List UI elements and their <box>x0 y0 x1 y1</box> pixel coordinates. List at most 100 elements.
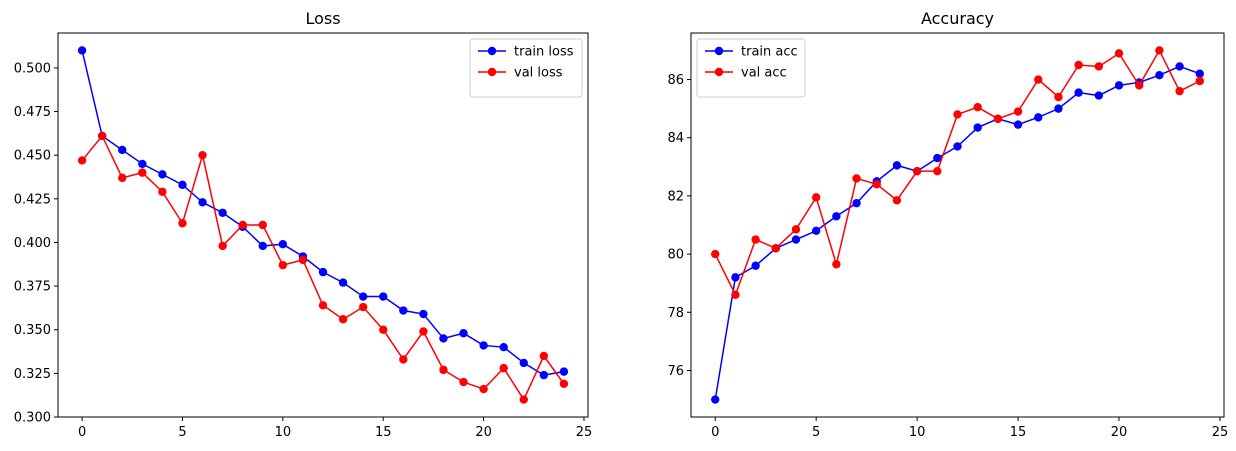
data-point <box>539 351 549 361</box>
data-point <box>519 358 528 368</box>
data-point <box>852 198 861 208</box>
x-tick-label: 0 <box>78 425 86 440</box>
y-tick-label: 0.375 <box>14 280 51 295</box>
data-point <box>731 273 740 282</box>
data-point <box>118 173 127 183</box>
data-point <box>479 384 488 394</box>
data-point <box>1013 107 1023 116</box>
data-point <box>298 255 308 265</box>
data-point <box>138 168 147 177</box>
data-point <box>973 102 982 112</box>
data-point <box>278 240 288 249</box>
data-point <box>1195 76 1204 86</box>
y-tick-label: 80 <box>667 248 684 263</box>
x-tick-label: 20 <box>475 425 492 440</box>
y-tick-label: 86 <box>667 73 684 88</box>
y-tick-label: 0.475 <box>14 105 51 120</box>
legend-swatch-marker <box>714 67 724 77</box>
data-point <box>178 180 187 190</box>
y-tick-label: 78 <box>667 306 684 321</box>
x-tick-label: 10 <box>909 425 926 440</box>
data-point <box>318 301 328 310</box>
data-point <box>459 329 468 338</box>
x-tick-label: 25 <box>1212 425 1229 440</box>
data-point <box>711 249 720 259</box>
data-point <box>1155 70 1164 80</box>
x-tick-label: 5 <box>812 425 820 440</box>
data-point <box>77 156 87 165</box>
data-point <box>338 315 348 324</box>
data-point <box>731 290 740 300</box>
data-point <box>539 370 549 380</box>
data-point <box>559 367 569 376</box>
data-point <box>439 365 448 375</box>
data-point <box>1114 81 1124 90</box>
data-point <box>338 278 348 287</box>
data-point <box>811 193 821 202</box>
data-point <box>711 395 720 404</box>
data-point <box>198 198 207 207</box>
legend: train loss val loss <box>469 38 583 98</box>
data-point <box>791 225 801 234</box>
data-point <box>832 212 841 221</box>
data-point <box>933 153 942 163</box>
x-tick-label: 20 <box>1111 425 1128 440</box>
data-point <box>258 241 267 251</box>
data-point <box>1074 88 1083 97</box>
data-point <box>832 260 841 269</box>
data-point <box>791 235 801 244</box>
data-point <box>97 131 107 141</box>
data-point <box>993 114 1003 124</box>
data-point <box>218 241 227 251</box>
data-point <box>198 150 207 160</box>
data-point <box>1034 75 1043 84</box>
data-point <box>178 219 187 228</box>
chart-title: Accuracy <box>921 9 994 28</box>
data-point <box>1155 46 1164 55</box>
plot-frame <box>57 32 589 418</box>
data-point <box>1114 49 1124 58</box>
y-tick-label: 0.425 <box>14 192 51 207</box>
legend-label: train loss <box>514 45 574 60</box>
y-tick-label: 0.500 <box>14 61 51 76</box>
y-tick-label: 0.450 <box>14 149 51 164</box>
data-point <box>559 379 569 389</box>
data-point <box>1094 62 1104 71</box>
data-point <box>751 261 760 270</box>
data-point <box>379 292 388 301</box>
legend-swatch-marker <box>487 67 497 77</box>
data-point <box>1175 86 1184 96</box>
data-point <box>158 170 167 179</box>
data-point <box>138 159 147 169</box>
chart-title: Loss <box>305 9 340 28</box>
data-point <box>479 341 488 350</box>
data-point <box>892 161 902 170</box>
series-line-1 <box>81 50 565 376</box>
plot-frame <box>690 32 1225 418</box>
data-point <box>238 220 247 230</box>
data-point <box>77 46 87 55</box>
data-point <box>519 395 528 404</box>
legend-box <box>469 38 583 98</box>
x-tick-label: 15 <box>375 425 392 440</box>
legend-label: train acc <box>741 45 798 60</box>
data-point <box>358 302 368 312</box>
y-tick-label: 0.350 <box>14 323 51 338</box>
data-point <box>258 220 267 230</box>
data-point <box>973 123 982 132</box>
data-point <box>218 208 227 217</box>
x-tick-label: 25 <box>576 425 593 440</box>
legend: train acc val acc <box>696 38 806 98</box>
data-point <box>1054 92 1063 102</box>
data-point <box>439 334 448 343</box>
data-point <box>459 377 468 387</box>
data-point <box>953 142 962 151</box>
x-tick-label: 5 <box>178 425 186 440</box>
series-line-2 <box>81 134 565 402</box>
data-point <box>499 363 508 373</box>
data-point <box>1034 113 1043 122</box>
data-point <box>1054 104 1063 113</box>
x-tick-label: 15 <box>1010 425 1027 440</box>
legend-box <box>696 38 806 98</box>
